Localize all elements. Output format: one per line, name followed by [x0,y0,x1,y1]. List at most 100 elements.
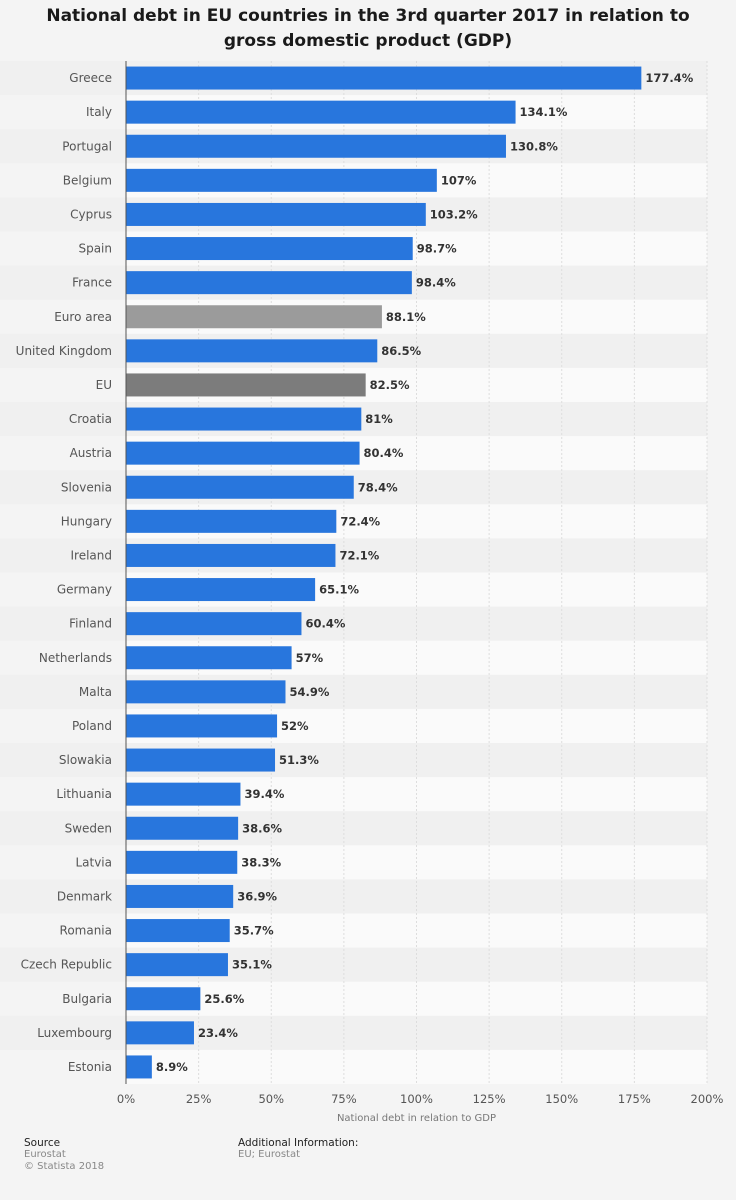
bar [126,714,278,738]
x-tick-label: 100% [400,1092,433,1106]
value-label: 177.4% [645,71,693,85]
category-label: Bulgaria [62,992,112,1006]
value-label: 78.4% [358,480,398,494]
category-label: Czech Republic [21,958,112,972]
category-label: Austria [70,446,112,460]
x-tick-label: 50% [258,1092,284,1106]
bar [126,509,337,533]
category-label: Ireland [70,548,112,562]
row-band [0,1015,707,1050]
value-label: 81% [365,412,393,426]
value-label: 134.1% [520,105,568,119]
value-label: 36.9% [237,889,277,903]
bar [126,543,336,567]
copyright-text: © Statista 2018 [24,1161,105,1172]
category-label: Portugal [62,139,112,153]
x-tick-label: 150% [545,1092,578,1106]
additional-info-heading: Additional Information: [238,1137,359,1149]
category-label: United Kingdom [16,344,112,358]
value-label: 35.1% [232,958,272,972]
category-label: Germany [57,583,112,597]
x-tick-label: 0% [117,1092,135,1106]
value-label: 86.5% [381,344,421,358]
value-label: 72.4% [340,514,380,528]
category-label: Malta [79,685,112,699]
row-band [0,947,707,982]
source-block: Source Eurostat © Statista 2018 [24,1137,104,1173]
bar-chart: Greece 177.4% Italy 134.1% Portugal 130.8% Bel… [0,61,724,1124]
value-label: 38.6% [242,821,282,835]
category-label: Lithuania [56,787,112,801]
additional-info-text: EU; Eurostat [238,1149,301,1160]
bar [126,168,437,192]
bar [126,202,426,226]
value-label: 23.4% [198,1026,238,1040]
bar [126,884,234,908]
bar [126,66,642,90]
bar [126,919,230,943]
bar [126,305,382,329]
category-label: Italy [86,105,112,119]
bar [126,987,201,1011]
category-label: Slowakia [59,753,112,767]
category-label: EU [96,378,112,392]
category-label: Slovenia [61,480,112,494]
category-label: Sweden [65,821,112,835]
value-label: 51.3% [279,753,319,767]
bar [126,475,354,499]
value-label: 54.9% [289,685,329,699]
category-label: Luxembourg [37,1026,112,1040]
x-tick-label: 200% [691,1092,724,1106]
category-label: Greece [69,71,112,85]
category-label: Croatia [69,412,112,426]
additional-info-block: Additional Information: EU; Eurostat [238,1137,358,1161]
value-label: 80.4% [364,446,404,460]
bar [126,100,516,124]
row-band [0,879,707,914]
value-label: 130.8% [510,139,558,153]
value-label: 8.9% [156,1060,188,1074]
bar [126,953,228,977]
bar [126,441,360,465]
row-band [0,743,707,778]
bar [126,816,239,840]
category-label: Hungary [61,514,112,528]
source-text: Eurostat [24,1149,66,1160]
bar [126,407,362,431]
category-label: Euro area [54,310,112,324]
value-label: 82.5% [370,378,410,392]
value-label: 52% [281,719,309,733]
x-tick-label: 125% [473,1092,506,1106]
category-label: Spain [78,242,112,256]
category-label: Romania [60,924,112,938]
x-tick-label: 75% [331,1092,357,1106]
bar [126,748,276,772]
category-label: Poland [72,719,112,733]
bar [126,339,378,363]
value-label: 38.3% [241,855,281,869]
value-label: 35.7% [234,924,274,938]
category-label: France [72,276,112,290]
source-heading: Source [24,1137,61,1149]
category-label: Estonia [68,1060,112,1074]
category-label: Finland [69,617,112,631]
bar [126,578,316,602]
bar [126,612,302,636]
bar [126,850,238,874]
bar [126,373,366,397]
category-label: Latvia [75,855,112,869]
value-label: 60.4% [305,617,345,631]
value-label: 98.7% [417,242,457,256]
x-tick-label: 25% [186,1092,212,1106]
category-label: Cyprus [70,207,112,221]
category-label: Netherlands [39,651,112,665]
bar [126,782,241,806]
x-axis-title: National debt in relation to GDP [337,1113,496,1124]
bar [126,1021,194,1045]
value-label: 39.4% [244,787,284,801]
value-label: 88.1% [386,310,426,324]
bar [126,646,292,670]
value-label: 25.6% [204,992,244,1006]
chart-title: National debt in EU countries in the 3rd… [46,6,690,51]
row-band [0,538,707,573]
